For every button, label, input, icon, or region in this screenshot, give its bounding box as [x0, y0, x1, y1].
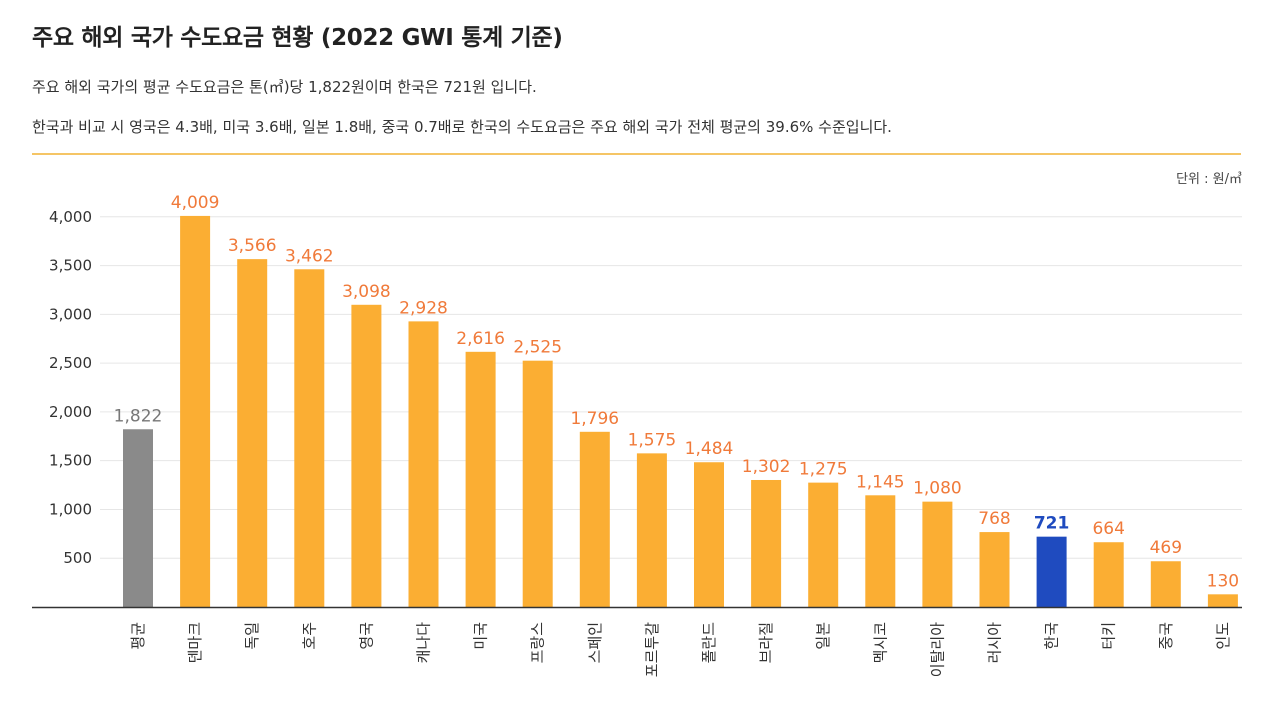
value-label: 2,616 — [456, 329, 505, 349]
y-tick-label: 500 — [63, 549, 92, 567]
bar-캐나다 — [408, 321, 439, 607]
bar-독일 — [237, 259, 268, 607]
bar-터키 — [1093, 542, 1124, 607]
bar-인도 — [1207, 594, 1238, 607]
y-tick-label: 3,500 — [49, 257, 92, 275]
bar-이탈리아 — [922, 501, 953, 607]
y-axis-ticks: 500 1,000 1,500 2,000 2,500 3,000 3,500 4,000 — [49, 208, 92, 567]
bar-폴란드 — [694, 462, 724, 607]
value-label: 4,009 — [171, 193, 220, 213]
bar-미국 — [465, 351, 496, 607]
x-tick-label: 한국 — [1043, 622, 1061, 650]
x-tick-label: 영국 — [357, 622, 375, 650]
bar-평균 — [123, 429, 153, 607]
x-tick-label: 독일 — [243, 622, 261, 650]
value-label: 3,098 — [342, 282, 391, 302]
value-label: 3,462 — [285, 246, 334, 266]
y-tick-label: 2,000 — [49, 403, 92, 421]
value-label: 1,275 — [799, 460, 848, 480]
bar-스페인 — [579, 431, 610, 607]
y-tick-label: 1,000 — [49, 500, 92, 518]
value-label: 664 — [1092, 519, 1124, 539]
bar-호주 — [294, 269, 325, 607]
x-tick-label: 멕시코 — [871, 622, 889, 663]
x-tick-label: 미국 — [472, 622, 490, 650]
bar-러시아 — [979, 532, 1010, 607]
x-tick-label: 브라질 — [757, 622, 775, 663]
value-label: 2,928 — [399, 298, 448, 318]
x-tick-label: 터키 — [1100, 622, 1118, 650]
x-tick-label: 프랑스 — [529, 622, 547, 664]
value-labels: 1,822 4,009 3,566 3,462 3,098 2,928 2,616 2,525… — [114, 193, 1239, 591]
y-tick-label: 3,000 — [49, 305, 92, 323]
x-tick-label: 포르투갈 — [643, 622, 661, 677]
x-tick-label: 캐나다 — [415, 622, 433, 664]
value-label: 1,796 — [570, 409, 619, 429]
value-label: 1,484 — [685, 439, 734, 459]
y-tick-label: 1,500 — [49, 452, 92, 470]
description-line-2: 한국과 비교 시 영국은 4.3배, 미국 3.6배, 일본 1.8배, 중국 … — [32, 118, 892, 136]
x-tick-label: 러시아 — [986, 622, 1004, 664]
value-label: 768 — [978, 509, 1010, 529]
x-tick-label: 일본 — [814, 622, 832, 650]
title-divider — [32, 153, 1241, 155]
x-tick-label: 폴란드 — [700, 622, 718, 664]
unit-label: 단위 : 원/㎥ — [1176, 172, 1242, 187]
value-label: 469 — [1150, 538, 1182, 558]
value-label: 130 — [1207, 571, 1239, 591]
chart-title: 주요 해외 국가 수도요금 현황 (2022 GWI 통계 기준) — [32, 25, 563, 51]
bar-일본 — [808, 482, 839, 607]
grid-lines — [100, 216, 1242, 559]
description-line-1: 주요 해외 국가의 평균 수도요금은 톤(㎥)당 1,822원이며 한국은 72… — [32, 78, 537, 96]
value-label: 2,525 — [513, 338, 562, 358]
x-tick-label: 중국 — [1157, 622, 1175, 650]
x-tick-label: 평균 — [129, 622, 147, 650]
value-label: 1,822 — [114, 406, 163, 426]
x-tick-label: 덴마크 — [186, 622, 204, 663]
x-axis-labels: 평균 덴마크 독일 호주 영국 캐나다 미국 프랑스 스페인 포르투갈 폴란드 브라질 일본 멕시코 이탈리… — [129, 622, 1232, 677]
value-label: 1,302 — [742, 457, 791, 477]
value-label: 721 — [1034, 514, 1070, 534]
bar-덴마크 — [180, 215, 211, 607]
x-tick-label: 인도 — [1214, 622, 1232, 650]
x-tick-label: 스페인 — [586, 622, 604, 663]
x-tick-label: 호주 — [300, 622, 318, 650]
bar-영국 — [351, 304, 382, 607]
bar-한국 — [1036, 536, 1067, 607]
bar-프랑스 — [522, 360, 553, 607]
bar-브라질 — [751, 479, 782, 607]
x-tick-label: 이탈리아 — [928, 622, 946, 677]
value-label: 1,145 — [856, 472, 905, 492]
y-tick-label: 2,500 — [49, 354, 92, 372]
bar-포르투갈 — [636, 453, 667, 607]
y-tick-label: 4,000 — [49, 208, 92, 226]
bars — [123, 215, 1238, 607]
value-label: 1,575 — [628, 430, 677, 450]
bar-중국 — [1150, 561, 1181, 607]
value-label: 3,566 — [228, 236, 277, 256]
bar-멕시코 — [865, 495, 896, 607]
value-label: 1,080 — [913, 479, 962, 499]
